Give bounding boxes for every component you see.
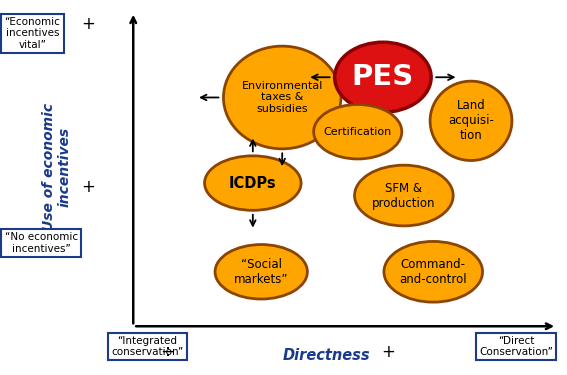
Text: ÷: ÷	[160, 343, 174, 361]
Text: +: +	[81, 15, 95, 33]
Text: Command-
and-control: Command- and-control	[399, 258, 467, 286]
Ellipse shape	[335, 42, 431, 112]
Text: Use of economic
incentives: Use of economic incentives	[41, 103, 72, 231]
Text: “Direct
Conservation”: “Direct Conservation”	[479, 336, 553, 357]
Text: “Economic
incentives
vital”: “Economic incentives vital”	[5, 17, 61, 50]
Text: Directness: Directness	[282, 348, 370, 363]
Text: +: +	[382, 343, 395, 361]
Text: SFM &
production: SFM & production	[372, 182, 435, 210]
Text: “No economic
incentives”: “No economic incentives”	[5, 232, 78, 254]
Text: PES: PES	[352, 63, 414, 91]
Text: ICDPs: ICDPs	[229, 176, 277, 190]
Text: Certification: Certification	[324, 127, 392, 137]
Text: “Integrated
conservation”: “Integrated conservation”	[111, 336, 184, 357]
Ellipse shape	[205, 156, 301, 210]
Text: Land
acquisi-
tion: Land acquisi- tion	[448, 99, 494, 142]
Ellipse shape	[314, 105, 402, 159]
Ellipse shape	[384, 242, 483, 302]
Ellipse shape	[223, 46, 341, 149]
Ellipse shape	[215, 244, 307, 299]
Text: “Social
markets”: “Social markets”	[234, 258, 289, 286]
Ellipse shape	[430, 81, 512, 160]
Text: Environmental
taxes &
subsidies: Environmental taxes & subsidies	[242, 81, 323, 114]
Text: +: +	[81, 178, 95, 196]
Ellipse shape	[354, 165, 453, 226]
